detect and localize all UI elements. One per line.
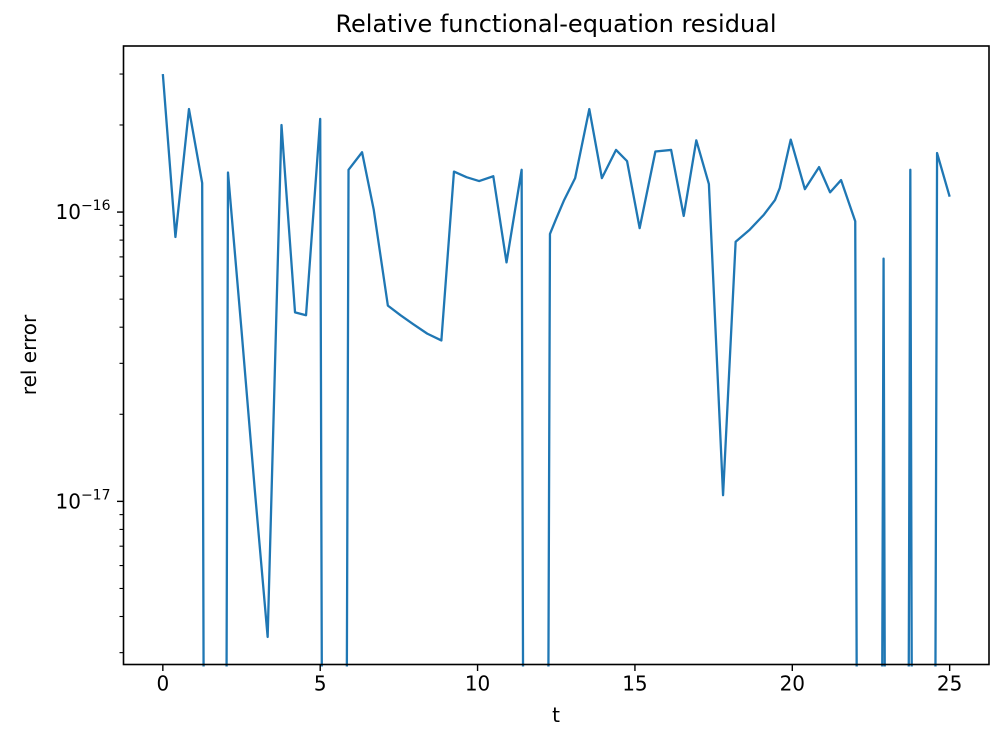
y-axis-label: rel error	[17, 314, 41, 396]
x-tick-label: 10	[465, 672, 490, 696]
x-tick-label: 20	[780, 672, 805, 696]
x-tick-label: 5	[314, 672, 327, 696]
x-axis-label: t	[552, 703, 560, 727]
y-tick-label: 10−17	[56, 487, 111, 513]
x-tick-label: 15	[622, 672, 647, 696]
residual-line	[161, 73, 951, 667]
chart-title: Relative functional-equation residual	[335, 10, 777, 38]
x-tick-label: 25	[937, 672, 962, 696]
x-tick-label: 0	[156, 672, 169, 696]
axes-spines	[122, 45, 990, 666]
y-tick-label: 10−16	[56, 198, 111, 224]
